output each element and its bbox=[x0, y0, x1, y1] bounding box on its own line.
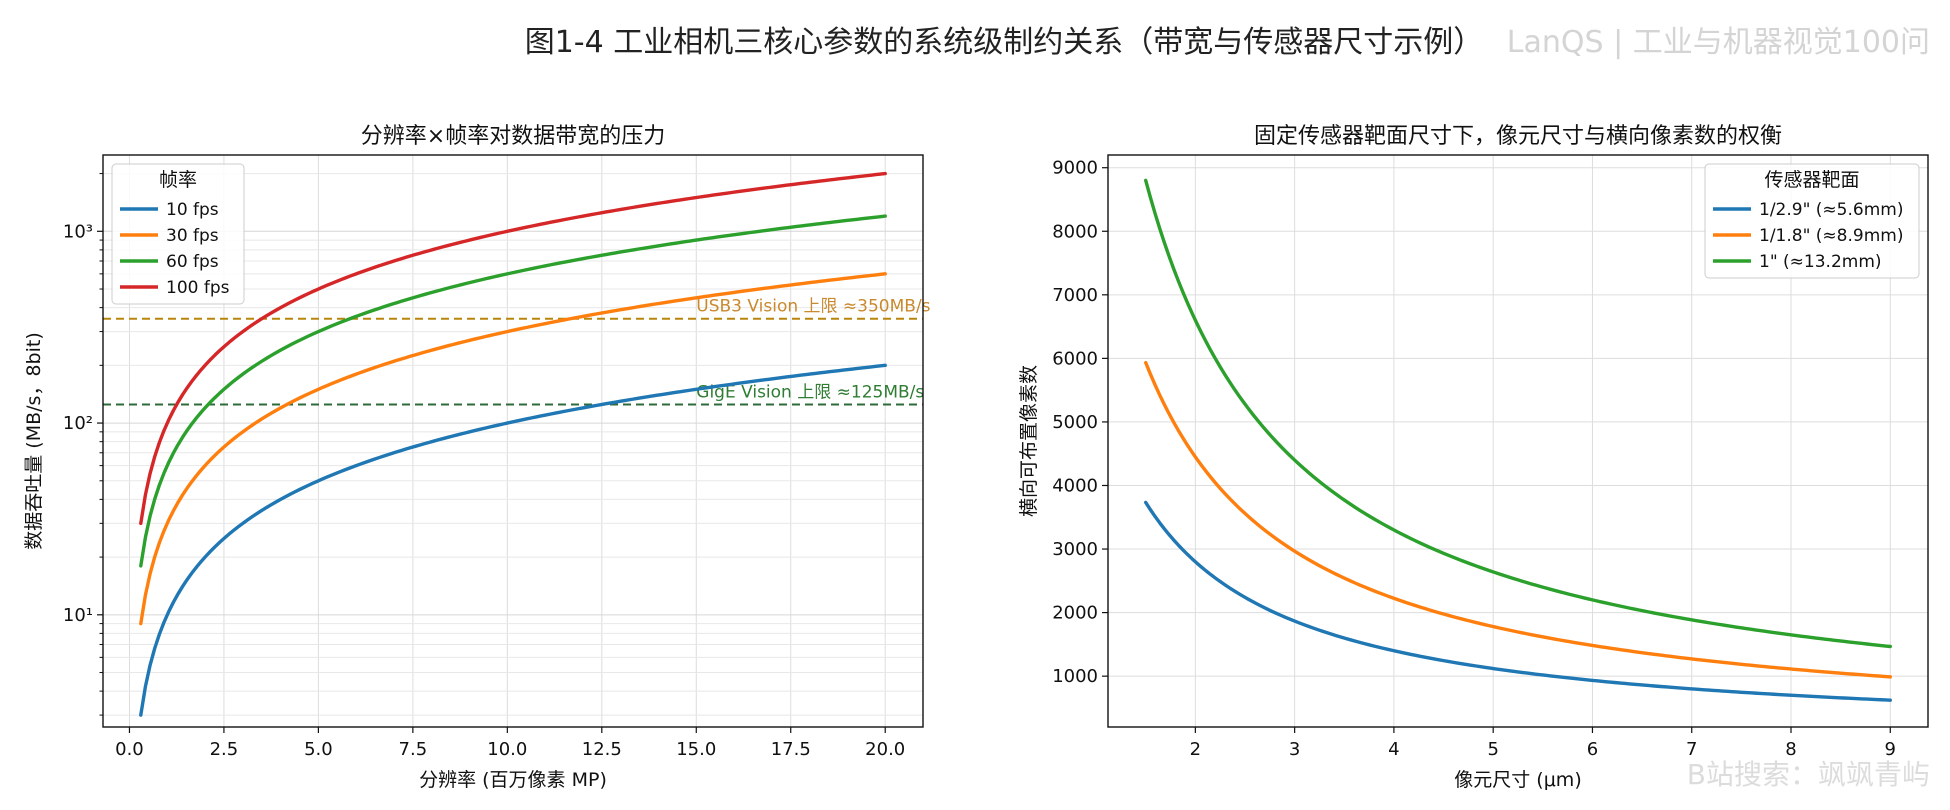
x-tick-label: 3 bbox=[1289, 739, 1300, 760]
legend-entry: 100 fps bbox=[166, 278, 230, 298]
y-tick-label: 1000 bbox=[1052, 666, 1098, 687]
x-tick-label: 4 bbox=[1388, 739, 1399, 760]
legend: 传感器靶面 1/2.9" (≈5.6mm) 1/1.8" (≈8.9mm) 1" (≈… bbox=[1704, 163, 1920, 279]
y-tick-label: 7000 bbox=[1052, 285, 1098, 306]
x-tick-label: 15.0 bbox=[676, 739, 716, 760]
plot-frame bbox=[1107, 154, 1929, 728]
y-axis-label: 横向可布置像素数 bbox=[1018, 365, 1040, 517]
chart-title: 固定传感器靶面尺寸下，像元尺寸与横向像素数的权衡 bbox=[1254, 124, 1782, 149]
y-tick-label: 10³ bbox=[63, 221, 93, 242]
plot-frame bbox=[102, 154, 924, 728]
bandwidth-chart: USB3 Vision 上限 ≈350MB/s GigE Vision 上限 ≈1… bbox=[23, 124, 931, 791]
x-tick-label: 2.5 bbox=[210, 739, 239, 760]
series-line bbox=[139, 214, 887, 568]
series-line bbox=[1144, 500, 1892, 702]
y-axis-label: 数据吞吐量 (MB/s，8bit) bbox=[23, 332, 45, 549]
y-tick-label: 10¹ bbox=[63, 605, 93, 626]
legend-entry: 1" (≈13.2mm) bbox=[1759, 252, 1882, 272]
y-tick-label: 6000 bbox=[1052, 348, 1098, 369]
grid bbox=[103, 155, 923, 727]
legend-title: 传感器靶面 bbox=[1764, 169, 1859, 191]
legend-title: 帧率 bbox=[159, 169, 197, 191]
y-tick-label: 8000 bbox=[1052, 221, 1098, 242]
y-tick-label: 9000 bbox=[1052, 158, 1098, 179]
series-line bbox=[139, 272, 887, 626]
legend-entry: 1/2.9" (≈5.6mm) bbox=[1759, 200, 1903, 220]
x-tick-label: 5 bbox=[1487, 739, 1498, 760]
x-tick-label: 7.5 bbox=[399, 739, 428, 760]
legend-box bbox=[111, 163, 245, 305]
legend-entry: 60 fps bbox=[166, 252, 219, 272]
x-tick-label: 17.5 bbox=[771, 739, 811, 760]
legend-entry: 30 fps bbox=[166, 226, 219, 246]
figure-title: 图1-4 工业相机三核心参数的系统级制约关系（带宽与传感器尺寸示例） bbox=[525, 25, 1484, 60]
series-line bbox=[139, 171, 887, 526]
x-tick-label: 20.0 bbox=[865, 739, 905, 760]
x-axis-label: 分辨率 (百万像素 MP) bbox=[419, 769, 607, 791]
y-tick-label: 2000 bbox=[1052, 603, 1098, 624]
legend: 帧率 10 fps 30 fps 60 fps 100 fps bbox=[111, 163, 245, 305]
x-tick-label: 0.0 bbox=[115, 739, 144, 760]
x-tick-label: 6 bbox=[1587, 739, 1598, 760]
x-tick-label: 12.5 bbox=[582, 739, 622, 760]
y-tick-label: 3000 bbox=[1052, 539, 1098, 560]
series-line bbox=[1144, 178, 1892, 649]
x-tick-label: 2 bbox=[1190, 739, 1201, 760]
y-tick-label: 10² bbox=[63, 413, 93, 434]
x-axis-label: 像元尺寸 (μm) bbox=[1454, 769, 1581, 791]
legend-entry: 10 fps bbox=[166, 200, 219, 220]
pixel-count-chart: 2 3 4 5 6 7 8 9 1000 2000 3000 4000 5000 6000 7000 8000… bbox=[1018, 124, 1929, 791]
x-tick-label: 8 bbox=[1785, 739, 1796, 760]
y-tick-label: 5000 bbox=[1052, 412, 1098, 433]
y-tick-label: 4000 bbox=[1052, 475, 1098, 496]
legend-entry: 1/1.8" (≈8.9mm) bbox=[1759, 226, 1903, 246]
reference-line-label: USB3 Vision 上限 ≈350MB/s bbox=[696, 297, 930, 317]
x-tick-label: 5.0 bbox=[304, 739, 333, 760]
series-line bbox=[1144, 360, 1892, 679]
x-tick-label: 7 bbox=[1686, 739, 1697, 760]
x-tick-label: 10.0 bbox=[487, 739, 527, 760]
series-line bbox=[139, 363, 887, 717]
watermark-bottom: B站搜索：飒飒青屿 bbox=[1687, 758, 1930, 791]
legend-box bbox=[1704, 163, 1920, 279]
x-tick-label: 9 bbox=[1885, 739, 1896, 760]
watermark-top: LanQS | 工业与机器视觉100问 bbox=[1507, 25, 1930, 60]
chart-title: 分辨率×帧率对数据带宽的压力 bbox=[361, 124, 665, 149]
reference-line-label: GigE Vision 上限 ≈125MB/s bbox=[696, 382, 924, 402]
